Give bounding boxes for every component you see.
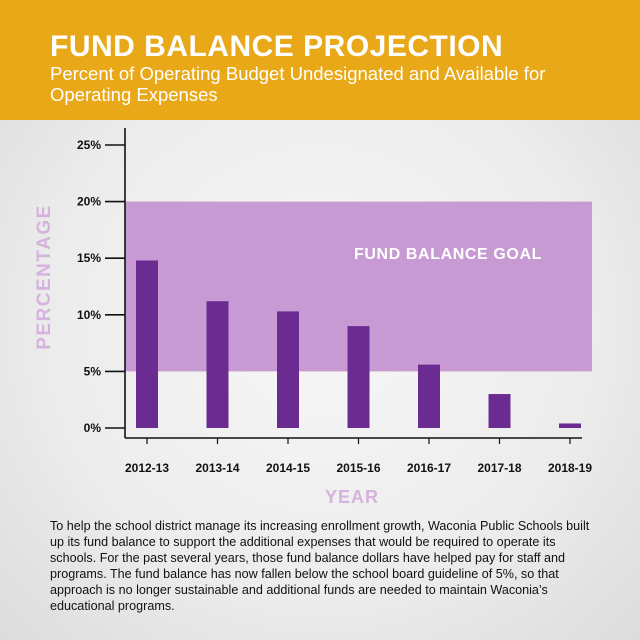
bar-2016-17 xyxy=(418,364,440,428)
y-tick-label-25: 25% xyxy=(77,138,101,152)
bar-2013-14 xyxy=(206,301,229,428)
x-tick-label-2012-13: 2012-13 xyxy=(125,461,169,475)
y-tick-label-5: 5% xyxy=(84,364,102,378)
header-banner: FUND BALANCE PROJECTION Percent of Opera… xyxy=(0,0,640,120)
footer-paragraph: To help the school district manage its i… xyxy=(50,519,590,613)
x-axis-title: YEAR xyxy=(325,487,379,507)
bar-2012-13 xyxy=(136,260,158,428)
y-tick-label-20: 20% xyxy=(77,195,101,209)
goal-band-label: FUND BALANCE GOAL xyxy=(354,246,542,263)
x-tick-label-2017-18: 2017-18 xyxy=(477,461,521,475)
x-tick-label-2015-16: 2015-16 xyxy=(336,461,380,475)
x-tick-label-2018-19: 2018-19 xyxy=(548,461,592,475)
y-tick-label-10: 10% xyxy=(77,308,101,322)
x-tick-label-2016-17: 2016-17 xyxy=(407,461,451,475)
y-tick-label-0: 0% xyxy=(84,421,102,435)
y-tick-label-15: 15% xyxy=(77,251,101,265)
page-title: FUND BALANCE PROJECTION xyxy=(50,30,504,63)
bar-2018-19 xyxy=(559,423,581,428)
y-axis-title: PERCENTAGE xyxy=(34,204,55,350)
page-subtitle: Percent of Operating Budget Undesignated… xyxy=(50,63,546,105)
x-tick-label-2014-15: 2014-15 xyxy=(266,461,310,475)
bar-2015-16 xyxy=(347,326,370,428)
x-tick-label-2013-14: 2013-14 xyxy=(195,461,239,475)
bar-2017-18 xyxy=(488,394,511,428)
bar-2014-15 xyxy=(277,311,299,428)
